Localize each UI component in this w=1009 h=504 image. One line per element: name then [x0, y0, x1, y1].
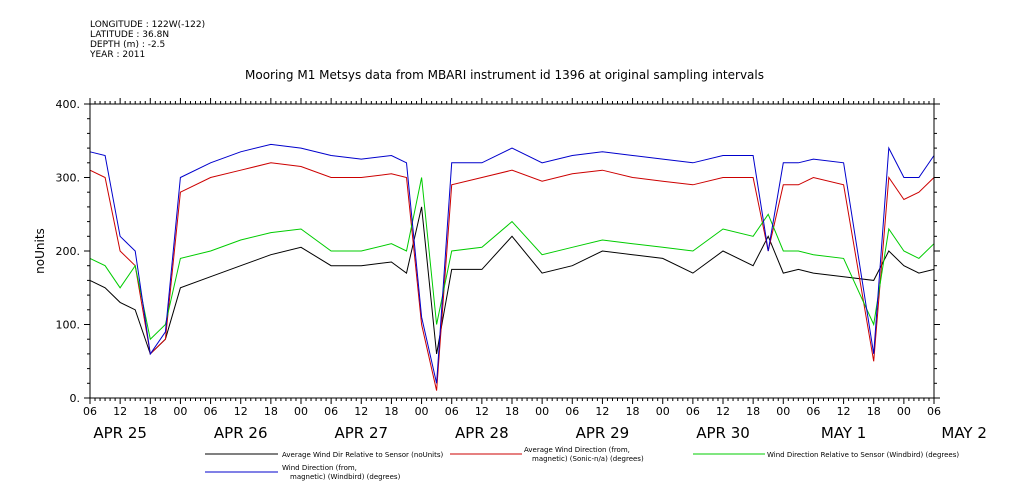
- x-tick-label: 12: [837, 405, 851, 418]
- latitude-text: LATITUDE : 36.8N: [90, 30, 170, 40]
- metadata-block: LONGITUDE : 122W(-122) LATITUDE : 36.8N …: [90, 20, 205, 60]
- x-tick-label: 06: [445, 405, 459, 418]
- x-tick-label: 12: [113, 405, 127, 418]
- y-tick-label: 300.: [56, 172, 81, 185]
- x-tick-label: 18: [384, 405, 398, 418]
- x-tick-label: 12: [234, 405, 248, 418]
- x-tick-label: 18: [264, 405, 278, 418]
- x-tick-label: 00: [656, 405, 670, 418]
- y-tick-label: 100.: [56, 319, 81, 332]
- year-text: YEAR : 2011: [90, 50, 146, 60]
- longitude-text: LONGITUDE : 122W(-122): [90, 20, 206, 30]
- x-tick-label: 12: [595, 405, 609, 418]
- y-tick-label: 400.: [56, 98, 81, 111]
- x-tick-label: 18: [746, 405, 760, 418]
- x-tick-label: 00: [897, 405, 911, 418]
- x-tick-label: 06: [83, 405, 97, 418]
- x-tick-label: 00: [294, 405, 308, 418]
- legend-label-2b: magnetic) (Sonic-n/a) (degrees): [532, 455, 644, 463]
- y-axis-label: noUnits: [33, 228, 47, 274]
- x-date-label: APR 29: [576, 424, 630, 442]
- legend-label-3: Wind Direction Relative to Sensor (Windb…: [767, 451, 959, 459]
- x-date-label: MAY 1: [821, 424, 867, 442]
- series-line-4: [89, 143, 935, 384]
- x-tick-label: 06: [806, 405, 820, 418]
- x-date-label: APR 27: [334, 424, 388, 442]
- x-tick-label: 06: [204, 405, 218, 418]
- x-tick-label: 12: [475, 405, 489, 418]
- x-date-label: APR 26: [214, 424, 268, 442]
- x-tick-label: 06: [686, 405, 700, 418]
- x-tick-label: 12: [716, 405, 730, 418]
- x-tick-label: 18: [143, 405, 157, 418]
- y-tick-label: 0.: [70, 392, 81, 405]
- x-date-label: APR 30: [696, 424, 750, 442]
- y-tick-label: 200.: [56, 245, 81, 258]
- legend: Average Wind Dir Relative to Sensor (noU…: [205, 446, 959, 481]
- chart-title: Mooring M1 Metsys data from MBARI instru…: [245, 68, 764, 82]
- x-date-label: APR 28: [455, 424, 509, 442]
- legend-label-2a: Average Wind Direction (from,: [524, 446, 630, 454]
- legend-label-1: Average Wind Dir Relative to Sensor (noU…: [282, 451, 443, 459]
- x-date-label: MAY 2: [941, 424, 987, 442]
- axes-layer: 0. 100. 200. 300. 400. 06 12 18 00 06 12 18 00 06 12 18…: [56, 98, 987, 442]
- x-tick-label: 00: [535, 405, 549, 418]
- x-tick-label: 18: [867, 405, 881, 418]
- x-tick-label: 00: [173, 405, 187, 418]
- depth-text: DEPTH (m) : -2.5: [90, 40, 166, 50]
- x-tick-label: 06: [565, 405, 579, 418]
- x-tick-label: 18: [505, 405, 519, 418]
- x-tick-label: 12: [354, 405, 368, 418]
- x-tick-label: 00: [415, 405, 429, 418]
- series-layer: [89, 143, 935, 391]
- x-tick-label: 06: [927, 405, 941, 418]
- x-tick-label: 18: [626, 405, 640, 418]
- x-tick-label: 00: [776, 405, 790, 418]
- x-tick-label: 06: [324, 405, 338, 418]
- series-line-2: [89, 162, 935, 391]
- legend-label-4a: Wind Direction (from,: [282, 464, 357, 472]
- legend-label-4b: magnetic) (Windbird) (degrees): [290, 473, 401, 481]
- series-line-3: [89, 177, 935, 341]
- x-date-label: APR 25: [93, 424, 147, 442]
- series-line-1: [89, 206, 935, 355]
